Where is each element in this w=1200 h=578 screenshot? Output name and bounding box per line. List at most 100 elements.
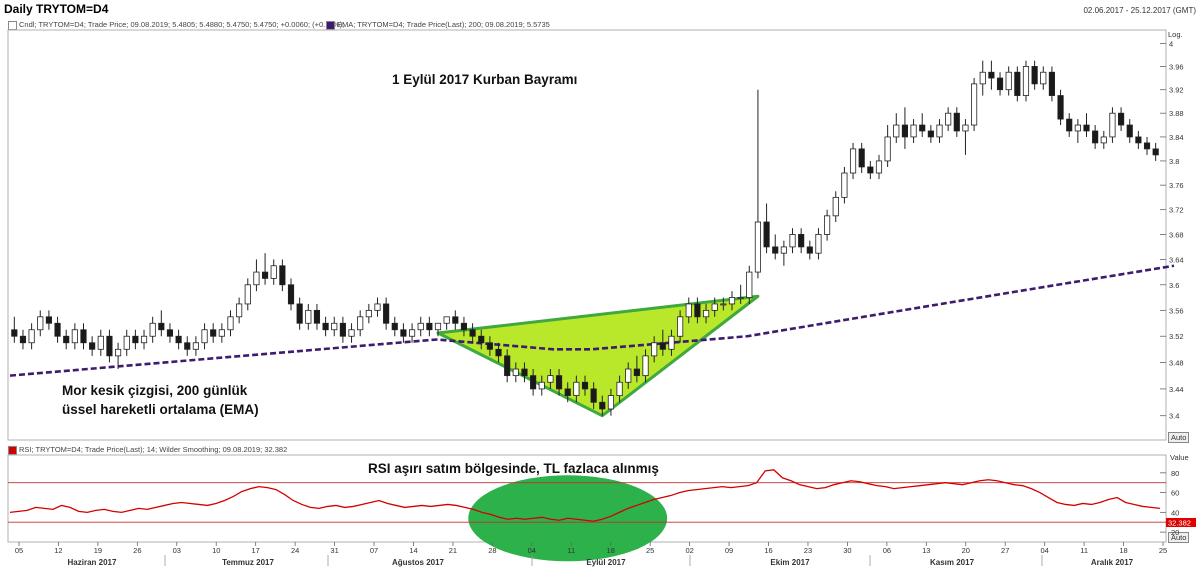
candlestick-series — [11, 60, 1159, 416]
candle-up — [824, 215, 831, 235]
candle-down — [555, 375, 563, 390]
candle-down — [383, 303, 390, 324]
candle-down — [772, 246, 779, 254]
candle-down — [1083, 124, 1090, 132]
candle-up — [253, 271, 260, 286]
price-auto-button[interactable]: Auto — [1168, 432, 1190, 443]
candle-down — [1057, 95, 1064, 120]
candle-down — [89, 342, 96, 350]
price-tick-label: 3.84 — [1169, 133, 1184, 142]
candle-up — [893, 124, 900, 138]
ema-200-line — [9, 264, 1175, 377]
candle-up — [815, 234, 822, 254]
candle-up — [192, 342, 199, 350]
rsi-last-value-text: 32.382 — [1168, 519, 1191, 528]
price-tick-label: 3.92 — [1169, 86, 1184, 95]
candle-down — [63, 335, 70, 344]
candle-down — [158, 322, 165, 331]
candle-up — [737, 297, 744, 299]
price-tick-label: 3.52 — [1169, 332, 1184, 341]
candle-down — [1143, 142, 1151, 150]
candle-up — [1022, 66, 1030, 96]
price-tick-label: 3.68 — [1169, 230, 1184, 239]
candle-down — [659, 342, 666, 350]
candle-down — [261, 271, 269, 279]
candle-down — [694, 303, 701, 318]
candle-up — [28, 329, 35, 344]
month-label: Aralık 2017 — [1091, 558, 1134, 567]
candle-up — [71, 329, 78, 344]
date-range-label: 02.06.2017 - 25.12.2017 (GMT) — [1083, 6, 1196, 15]
time-tick-label: 12 — [54, 546, 62, 555]
time-tick-label: 14 — [409, 546, 417, 555]
candle-down — [11, 329, 18, 337]
price-tick-label: 4 — [1169, 39, 1173, 48]
rsi-legend-icon — [8, 445, 17, 455]
time-tick-label: 16 — [764, 546, 772, 555]
candle-up — [1005, 71, 1012, 91]
candle-down — [322, 322, 329, 331]
candle-up — [149, 322, 156, 337]
candle-down — [988, 71, 995, 79]
candle-up — [115, 348, 122, 357]
candle-up — [443, 316, 450, 324]
candle-up — [140, 335, 148, 344]
legend-rsi-text: RSI; TRYTOM=D4; Trade Price(Last); 14; W… — [19, 445, 288, 454]
candle-down — [210, 329, 217, 337]
rsi-tick-label: 80 — [1171, 469, 1179, 478]
time-tick-label: 04 — [1040, 546, 1048, 555]
candle-down — [1014, 71, 1021, 96]
ema-annotation-line1: Mor kesik çizgisi, 200 günlük — [62, 383, 248, 398]
candle-up — [841, 172, 848, 198]
candle-down — [521, 368, 528, 377]
time-tick-label: 13 — [922, 546, 930, 555]
candle-down — [339, 322, 346, 337]
candle-down — [581, 381, 589, 390]
candle-legend-icon — [8, 20, 17, 30]
candle-up — [702, 309, 710, 318]
time-tick-label: 18 — [607, 546, 615, 555]
rsi-series — [8, 469, 1166, 523]
candle-down — [391, 322, 398, 331]
candle-down — [1048, 71, 1055, 96]
legend-candle[interactable]: Cndl; TRYTOM=D4; Trade Price; 09.08.2019… — [8, 20, 344, 30]
price-tick-label: 3.44 — [1169, 385, 1184, 394]
candle-down — [106, 335, 113, 357]
candle-down — [590, 388, 597, 403]
legend-ema[interactable]: EMA; TRYTOM=D4; Trade Price(Last); 200; … — [326, 20, 550, 30]
price-tick-label: 3.56 — [1169, 306, 1184, 315]
candle-down — [19, 335, 27, 344]
rsi-axis-ticks: 20 40 60 80 — [1160, 469, 1179, 537]
time-tick-label: 19 — [94, 546, 102, 555]
legend-rsi[interactable]: RSI; TRYTOM=D4; Trade Price(Last); 14; W… — [8, 445, 287, 455]
candle-up — [218, 329, 225, 337]
rsi-auto-button[interactable]: Auto — [1168, 532, 1190, 543]
candle-down — [495, 348, 502, 357]
log-scale-label: Log. — [1168, 30, 1183, 39]
candle-up — [832, 196, 839, 217]
candle-up — [434, 322, 442, 331]
month-label: Kasım 2017 — [930, 558, 975, 567]
candle-up — [754, 221, 762, 273]
candle-up — [746, 271, 753, 298]
time-tick-label: 17 — [252, 546, 260, 555]
price-tick-label: 3.72 — [1169, 206, 1184, 215]
time-tick-label: 06 — [883, 546, 891, 555]
price-tick-label: 3.48 — [1169, 358, 1184, 367]
candle-down — [184, 342, 191, 350]
price-axis-ticks: 3.4 3.44 3.48 3.52 3.56 3.6 3.64 3.68 3.72 3.76 3.… — [1160, 39, 1184, 421]
candle-up — [780, 246, 787, 254]
candle-up — [625, 368, 632, 383]
rsi-value-label: Value — [1170, 453, 1189, 462]
time-tick-label: 25 — [646, 546, 654, 555]
ema-legend-icon — [326, 20, 335, 30]
candle-down — [45, 316, 52, 324]
time-tick-label: 24 — [291, 546, 299, 555]
candle-up — [945, 112, 952, 126]
candle-down — [806, 246, 813, 254]
time-axis-ticks: 05 12 19 26 03 10 17 24 31 07 14 21 28 04 11 18 25 02 09 16… — [15, 542, 1167, 567]
candle-down — [486, 342, 493, 350]
candle-up — [616, 381, 623, 396]
time-tick-label: 07 — [370, 546, 378, 555]
candle-up — [677, 316, 684, 337]
